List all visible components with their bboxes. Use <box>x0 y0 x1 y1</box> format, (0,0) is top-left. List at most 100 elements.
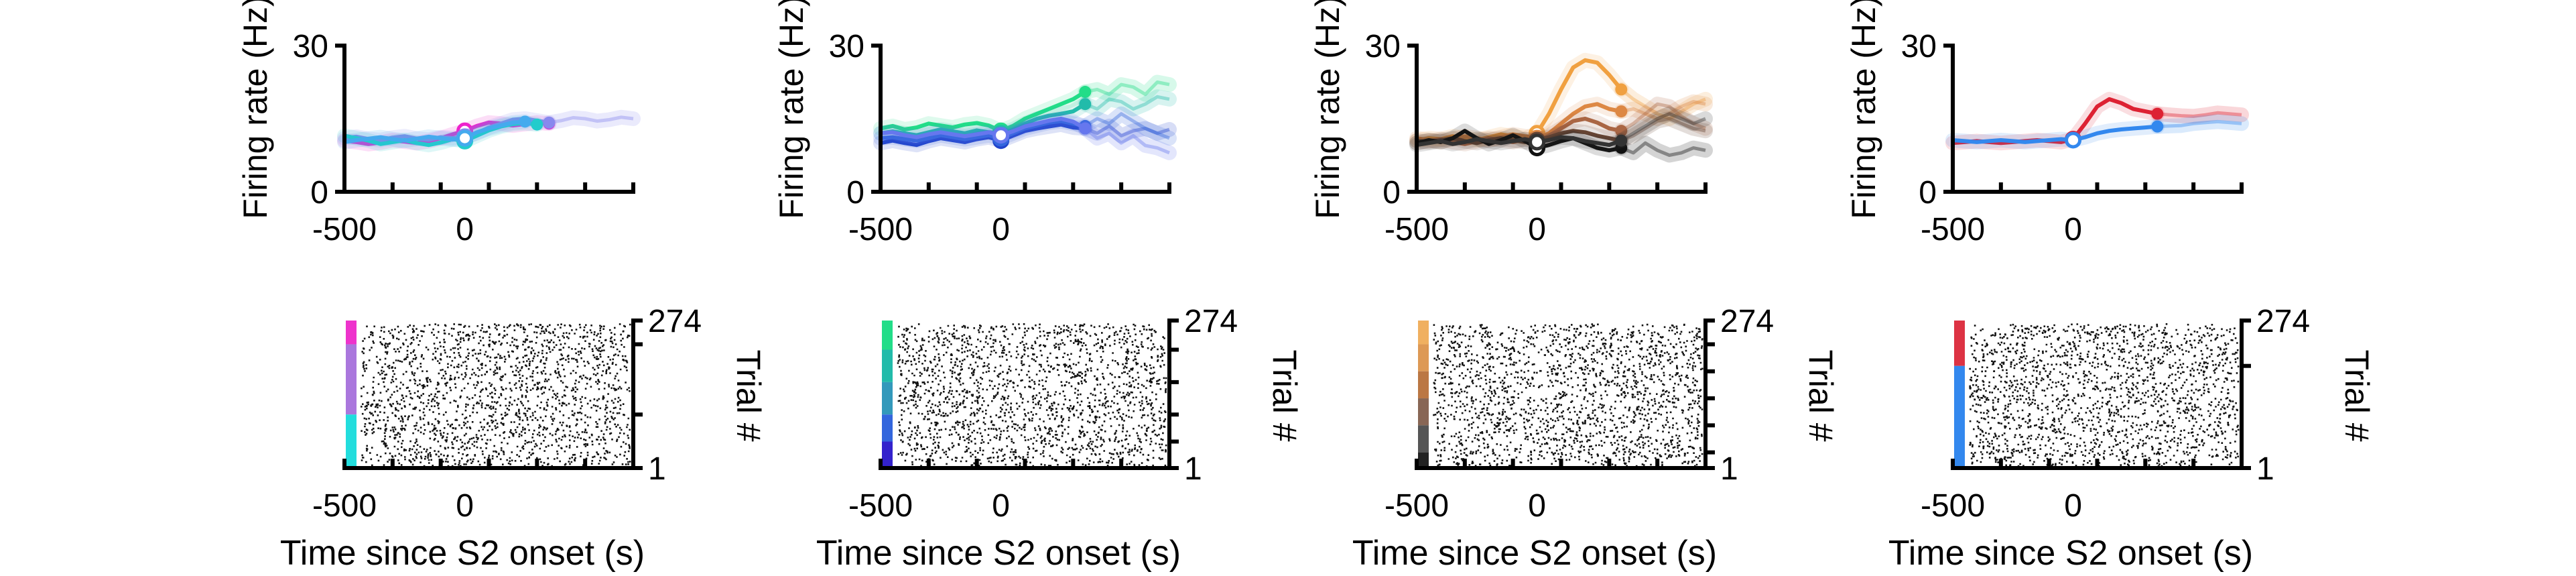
column-3: Firing rate (Hz) 0 30 -500 0 Trial # 1 274 -5… <box>1309 0 1840 573</box>
x-tick-label: -500 <box>1384 212 1449 247</box>
series-band <box>1078 106 1177 146</box>
series-line-faded <box>1620 88 1706 121</box>
x-tick-label: 0 <box>456 488 474 524</box>
offset-marker <box>1615 125 1628 137</box>
series-line-faded <box>1084 95 1170 111</box>
series-band <box>1614 82 1713 126</box>
series-line-faded <box>1084 112 1170 140</box>
offset-marker <box>2151 107 2164 120</box>
x-tick-label: -500 <box>1921 212 1985 247</box>
y-tick-label: 30 <box>1365 29 1401 64</box>
trial-color-band <box>882 382 893 415</box>
column-2: Firing rate (Hz) 030-500 0 Trial # 1274-5… <box>773 0 1303 573</box>
spike-raster <box>897 323 1167 467</box>
trial-color-band <box>1418 425 1429 453</box>
spike-raster <box>361 323 631 467</box>
x-tick-label: 0 <box>992 212 1010 247</box>
x-tick-label: -500 <box>848 488 913 524</box>
x-axis-label: Time since S2 onset (s) <box>1888 534 2253 573</box>
y-tick-label: 30 <box>1901 29 1937 64</box>
y-tick-label: 1 <box>648 451 666 487</box>
series-band <box>2150 114 2249 134</box>
series-band <box>1614 111 1713 148</box>
offset-marker <box>531 118 543 131</box>
onset-marker <box>2065 131 2082 149</box>
series-line <box>1952 124 2158 144</box>
trial-color-band <box>882 414 893 442</box>
y-tick-label: 30 <box>829 29 864 64</box>
x-tick-label: 0 <box>456 212 474 247</box>
offset-marker <box>1079 86 1092 99</box>
series-line-faded <box>2157 111 2242 118</box>
series-line <box>1416 135 1622 148</box>
y-tick-label: 0 <box>846 175 864 211</box>
trial-color-band <box>882 441 893 468</box>
spikes <box>1969 323 2240 467</box>
trial-color-band <box>346 344 357 415</box>
trial-color-band <box>1418 398 1429 426</box>
series-band <box>1614 135 1713 163</box>
series-line <box>344 119 525 144</box>
spike-raster <box>1433 323 1703 467</box>
trial-color-band <box>1418 321 1429 345</box>
trial-color-band <box>882 321 893 350</box>
rate-panel-2: Firing rate (Hz) 030-500 0 <box>773 0 1177 247</box>
column-4: Firing rate (Hz) 030-500 0 Trial # 1274-5… <box>1845 0 2376 573</box>
y-tick-label: 274 <box>1720 304 1774 339</box>
series-line <box>880 90 1086 133</box>
offset-marker <box>1079 98 1092 111</box>
raster-ylabel: Trial # <box>730 349 767 441</box>
raster-panel-1: Trial # 1 274 -500 0 <box>312 304 767 524</box>
rate-panel-3: Firing rate (Hz) 030-500 0 <box>1309 0 1713 247</box>
series-line-faded <box>1620 117 1706 143</box>
rate-ylabel: Firing rate (Hz) <box>237 0 274 219</box>
x-tick-label: -500 <box>312 488 377 524</box>
series-band <box>1078 118 1177 143</box>
trial-color-band <box>346 321 357 345</box>
rate-panel-1: Firing rate (Hz) 030-500 0 <box>237 0 641 247</box>
series-line-faded <box>548 115 634 125</box>
y-tick-label: 274 <box>2256 304 2310 339</box>
x-axis-label: Time since S2 onset (s) <box>280 534 645 573</box>
spike-raster <box>1969 323 2240 467</box>
series-line-faded <box>1084 127 1170 155</box>
series-line-faded <box>2157 119 2242 129</box>
trial-color-band <box>1954 365 1965 468</box>
y-tick-label: 0 <box>1919 175 1937 211</box>
onset-marker <box>456 129 474 147</box>
raster-ylabel: Trial # <box>2338 349 2376 441</box>
y-tick-label: 274 <box>648 304 702 339</box>
x-tick-label: 0 <box>1528 488 1546 524</box>
y-tick-label: 1 <box>2256 451 2274 487</box>
column-1: Firing rate (Hz) 030-500 0 Trial # 1 274 -5… <box>237 0 767 573</box>
rate-panel-4: Firing rate (Hz) 030-500 0 <box>1845 0 2249 247</box>
y-tick-label: 274 <box>1184 304 1238 339</box>
x-axis-label: Time since S2 onset (s) <box>816 534 1181 573</box>
y-tick-label: 1 <box>1720 451 1738 487</box>
series-band <box>1614 97 1713 139</box>
x-tick-label: -500 <box>1921 488 1985 524</box>
trial-color-band <box>1418 344 1429 371</box>
trial-color-band <box>1418 452 1429 468</box>
raster-panel-2: Trial # 1 274 -500 0 <box>848 304 1303 524</box>
x-tick-label: -500 <box>848 212 913 247</box>
x-tick-label: 0 <box>992 488 1010 524</box>
raster-ylabel: Trial # <box>1802 349 1840 441</box>
offset-marker <box>1079 122 1092 135</box>
series-line <box>880 117 1086 139</box>
spikes <box>1433 323 1703 467</box>
onset-marker <box>1529 133 1546 151</box>
series-band <box>1078 121 1177 160</box>
series-band <box>2150 105 2249 124</box>
rate-ylabel: Firing rate (Hz) <box>1309 0 1346 219</box>
raster-panel-4: Trial # 1 274 -500 0 <box>1921 304 2376 524</box>
x-tick-label: 0 <box>1528 212 1546 247</box>
spikes <box>897 323 1167 467</box>
x-tick-label: 0 <box>2064 212 2082 247</box>
x-tick-label: -500 <box>1384 488 1449 524</box>
trial-color-band <box>1418 371 1429 399</box>
trial-color-band <box>882 349 893 382</box>
trial-color-band <box>346 414 357 468</box>
series-line-faded <box>1620 112 1706 142</box>
offset-marker <box>519 115 531 128</box>
